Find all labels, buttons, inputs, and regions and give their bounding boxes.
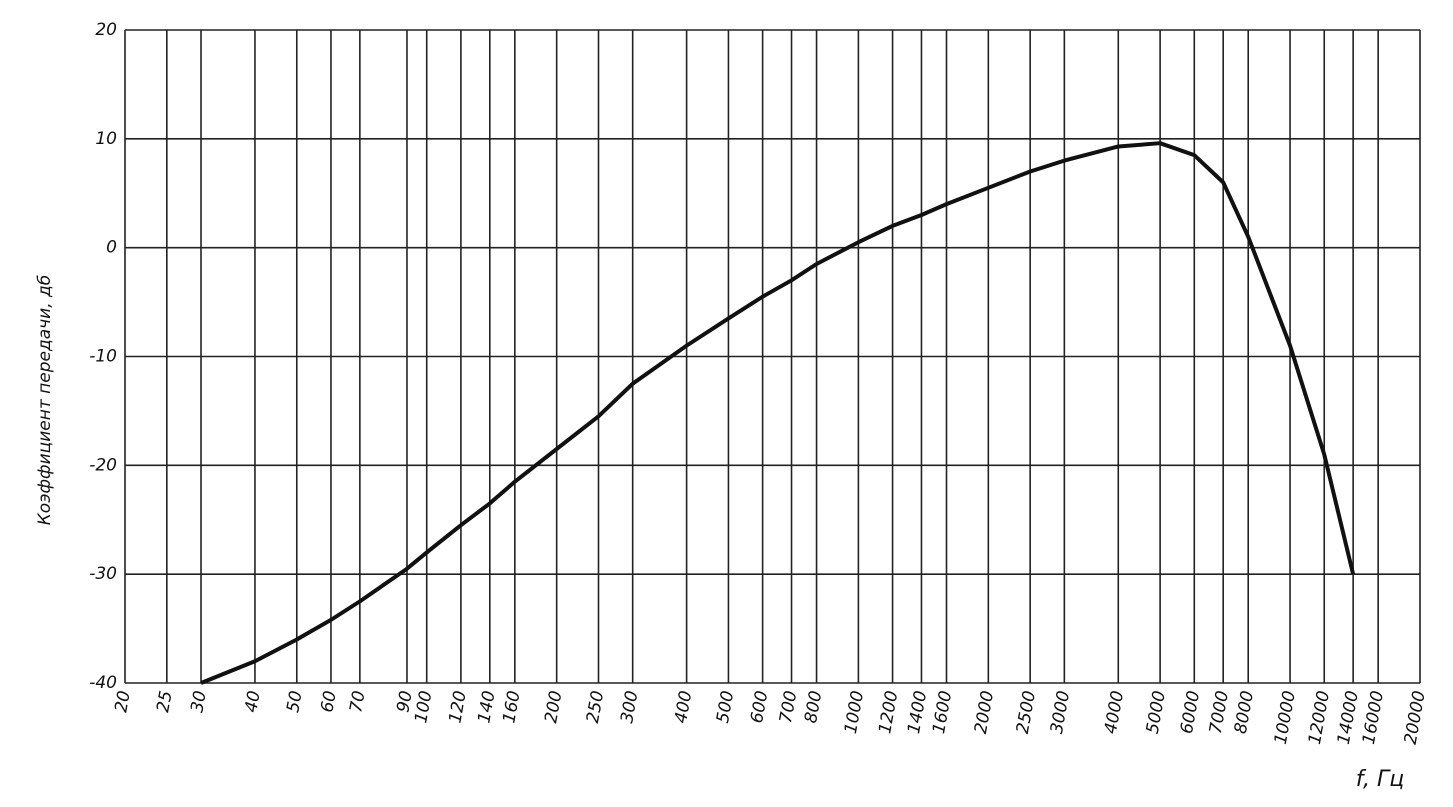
x-tick-label: 10000 <box>1271 689 1300 746</box>
line <box>200 141 1356 685</box>
x-tick-label: 8000 <box>1231 689 1258 735</box>
x-axis-label: f, Гц <box>1356 767 1405 792</box>
x-tick-label: 3000 <box>1047 689 1074 735</box>
x-tick-label: 4000 <box>1101 689 1128 735</box>
y-tick-label: 20 <box>95 20 117 40</box>
x-tick-label: 400 <box>671 689 696 724</box>
x-tick-label: 1400 <box>904 689 931 735</box>
y-tick-label: 0 <box>106 238 117 258</box>
y-tick-label: 10 <box>95 129 117 149</box>
y-tick-label: -30 <box>89 564 117 584</box>
x-tick-label: 1600 <box>929 689 956 735</box>
x-tick-label: 5000 <box>1143 689 1170 735</box>
x-tick-label: 1000 <box>841 689 868 735</box>
x-tick-label: 2000 <box>971 689 998 735</box>
x-tick-label: 30 <box>187 689 210 714</box>
x-tick-label: 70 <box>346 689 369 714</box>
x-tick-label: 20 <box>111 689 134 714</box>
x-tick-label: 90 <box>393 689 416 714</box>
y-axis-label: Коэффициент передачи, дб <box>35 275 55 526</box>
x-tick-label: 120 <box>445 689 470 724</box>
x-tick-label: 20000 <box>1401 689 1430 746</box>
x-tick-label: 300 <box>617 689 642 724</box>
y-tick-label: -20 <box>89 455 117 475</box>
x-tick-label: 25 <box>153 689 176 714</box>
x-tick-label: 1200 <box>875 689 902 735</box>
x-tick-label: 500 <box>713 689 738 724</box>
x-tick-label: 100 <box>411 689 436 724</box>
y-tick-label: -10 <box>89 347 117 367</box>
x-tick-label: 14000 <box>1334 689 1363 746</box>
y-tick-label: -40 <box>89 673 117 693</box>
x-tick-label: 60 <box>317 689 340 714</box>
x-tick-label: 200 <box>541 689 566 724</box>
x-tick-label: 7000 <box>1206 689 1233 735</box>
x-tick-label: 700 <box>776 689 801 724</box>
x-tick-label: 160 <box>499 689 524 724</box>
x-tick-label: 800 <box>801 689 826 724</box>
x-tick-label: 16000 <box>1359 689 1388 746</box>
x-tick-label: 2500 <box>1013 689 1040 735</box>
x-tick-label: 50 <box>283 689 306 714</box>
x-tick-label: 600 <box>747 689 772 724</box>
x-tick-label: 12000 <box>1305 689 1334 746</box>
x-tick-label: 6000 <box>1177 689 1204 735</box>
x-tick-label: 140 <box>474 689 499 724</box>
x-tick-label: 250 <box>583 689 608 724</box>
x-tick-label: 40 <box>241 689 264 714</box>
